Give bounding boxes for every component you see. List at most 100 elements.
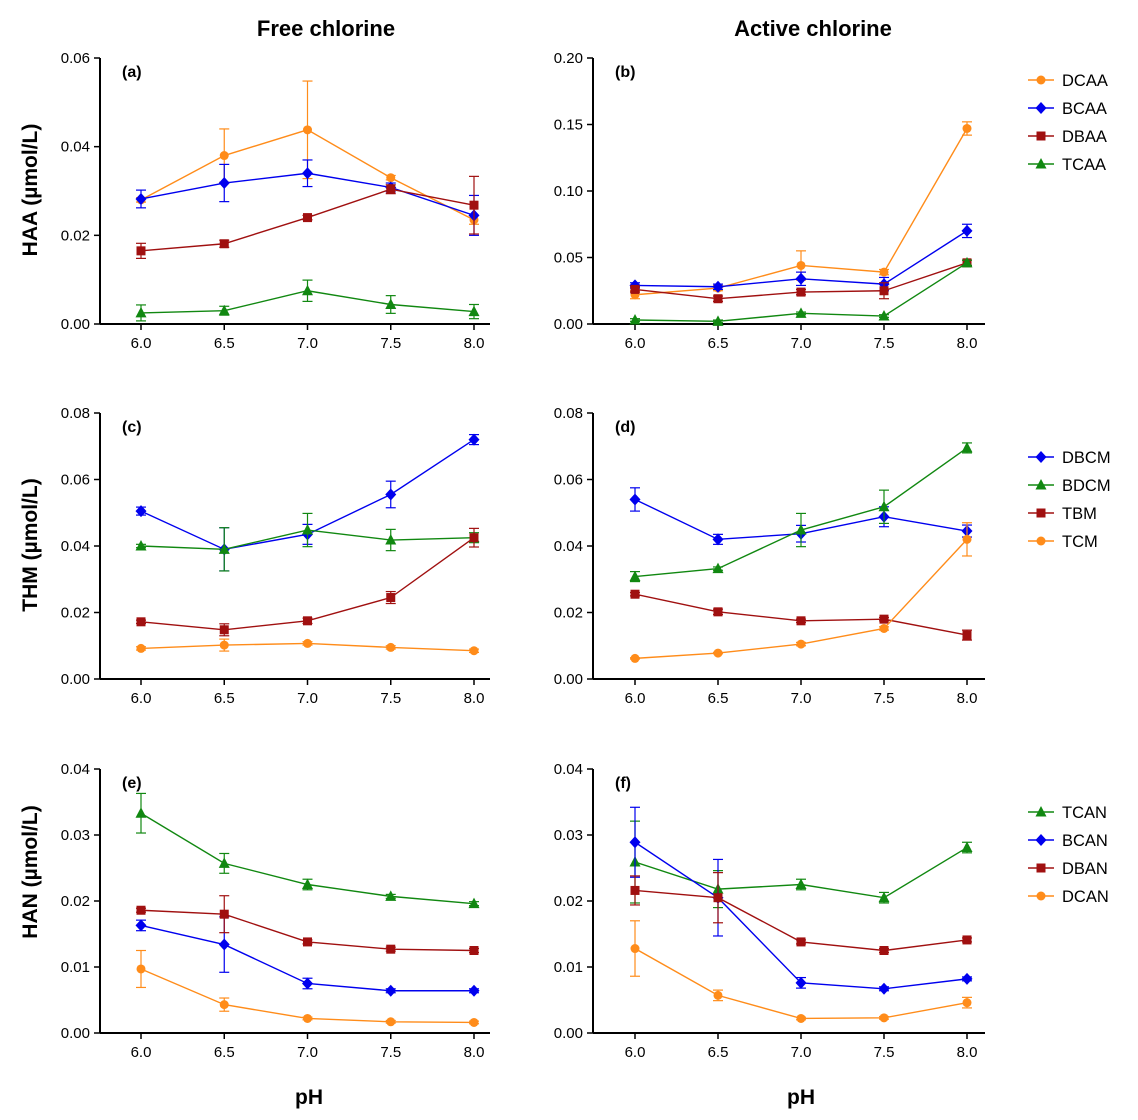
data-point — [961, 841, 973, 853]
data-point — [796, 616, 806, 626]
legend-label: BCAN — [1062, 832, 1108, 850]
legend-item-bdcm: BDCM — [1028, 477, 1111, 495]
data-point — [386, 593, 396, 603]
data-point — [961, 441, 973, 453]
panel-label: (a) — [122, 64, 142, 81]
data-point — [962, 534, 972, 544]
row-label-han: HAN (µmol/L) — [19, 805, 42, 938]
data-point — [1036, 75, 1046, 85]
data-point — [135, 306, 147, 318]
legend-label: BCAA — [1062, 100, 1107, 118]
panel-label: (e) — [122, 775, 142, 792]
data-point — [219, 239, 229, 249]
x-tick-label: 8.0 — [957, 335, 978, 352]
data-point — [878, 891, 890, 903]
data-point — [136, 643, 146, 653]
y-tick-label: 0.20 — [554, 50, 583, 67]
data-point — [302, 284, 313, 296]
data-point — [386, 642, 396, 652]
x-tick-label: 7.0 — [791, 335, 812, 352]
data-point — [713, 648, 723, 658]
data-point — [879, 1013, 889, 1023]
data-point — [135, 919, 147, 932]
y-tick-label: 0.00 — [61, 316, 90, 333]
data-point — [962, 630, 972, 640]
data-point — [795, 976, 807, 989]
data-point — [219, 151, 229, 161]
legend-label: DBAN — [1062, 860, 1108, 878]
x-tick-label: 6.5 — [214, 690, 235, 707]
data-point — [629, 836, 641, 849]
data-point — [630, 284, 640, 294]
data-point — [469, 946, 479, 955]
data-point — [879, 946, 889, 955]
y-tick-label: 0.03 — [61, 827, 90, 844]
data-point — [218, 938, 230, 951]
panel-label: (b) — [615, 64, 635, 81]
data-point — [469, 646, 479, 656]
series-tbm — [630, 589, 972, 641]
data-point — [879, 623, 889, 633]
series-line — [140, 537, 475, 631]
y-tick-label: 0.02 — [61, 227, 90, 244]
data-point — [630, 589, 640, 599]
row-label-thm: THM (µmol/L) — [19, 478, 42, 611]
data-point — [303, 937, 312, 947]
x-tick-label: 6.0 — [625, 1044, 646, 1061]
chart-panel: 0.00 0.01 0.02 0.03 0.04 6.0 6.5 7.0 7.5 8.0 (e) — [61, 761, 490, 1061]
data-point — [219, 909, 229, 919]
y-tick-label: 0.02 — [554, 605, 583, 622]
x-tick-label: 6.0 — [131, 335, 152, 352]
x-tick-label: 7.5 — [380, 335, 401, 352]
series-tcaa — [629, 256, 973, 326]
legends: DCAA BCAA DBAA TCAA DBCM BDCM TBM TCM TCAN BCAN DB… — [1028, 72, 1111, 906]
data-point — [879, 286, 889, 296]
x-tick-label: 7.5 — [380, 1044, 401, 1061]
x-tick-label: 6.0 — [625, 335, 646, 352]
data-point — [386, 173, 396, 183]
data-point — [135, 540, 147, 551]
data-point — [385, 534, 397, 545]
data-point — [795, 272, 807, 285]
series-dban — [136, 895, 479, 955]
data-point — [386, 1017, 396, 1027]
x-tick-label: 6.5 — [708, 335, 729, 352]
data-point — [1036, 863, 1046, 873]
data-point — [713, 990, 723, 1000]
data-point — [630, 885, 640, 895]
legend-item-tbm: TBM — [1028, 505, 1097, 523]
legend-label: TCAN — [1062, 804, 1107, 822]
data-point — [712, 280, 724, 293]
x-tick-label: 8.0 — [464, 1044, 485, 1061]
series-dcaa — [136, 80, 479, 225]
data-point — [302, 524, 313, 535]
series-tcaa — [135, 279, 480, 322]
chart-panel: 0.00 0.01 0.02 0.03 0.04 6.0 6.5 7.0 7.5 8.0 (f) — [554, 761, 985, 1061]
data-point — [136, 964, 146, 974]
data-point — [303, 638, 312, 648]
data-point — [962, 935, 972, 945]
series-dban — [630, 872, 972, 955]
data-point — [629, 493, 641, 506]
x-tick-label: 7.0 — [297, 335, 318, 352]
data-point — [218, 304, 230, 316]
data-point — [303, 616, 312, 626]
data-point — [878, 310, 890, 321]
series-tcan — [135, 792, 480, 909]
y-tick-label: 0.02 — [61, 893, 90, 910]
data-point — [136, 246, 146, 256]
x-tick-label: 6.5 — [214, 1044, 235, 1061]
x-axis-label-left: pH — [295, 1086, 323, 1109]
series-dbaa — [136, 175, 479, 259]
data-point — [1035, 479, 1047, 490]
series-bdcm — [629, 441, 973, 583]
series-dcaa — [630, 121, 972, 300]
series-tbm — [136, 527, 479, 637]
data-point — [218, 543, 230, 554]
data-point — [795, 307, 807, 318]
data-point — [630, 653, 640, 663]
x-tick-label: 6.5 — [214, 335, 235, 352]
series-dcan — [136, 949, 479, 1027]
data-point — [219, 1000, 229, 1010]
series-tcm — [630, 522, 972, 663]
